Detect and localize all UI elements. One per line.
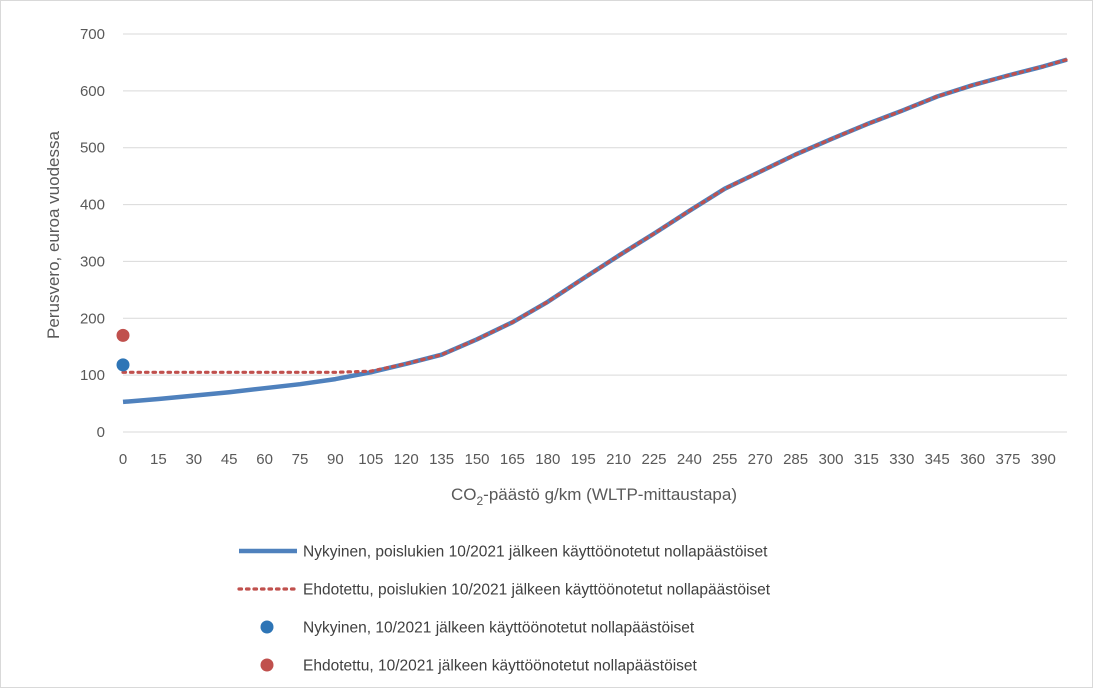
y-tick-label-700: 700 [80, 26, 105, 43]
series-0-line [122, 57, 1068, 405]
x-tick-label-300: 300 [818, 451, 843, 468]
legend-label-2: Nykyinen, 10/2021 jälkeen käyttöönotetut… [303, 620, 695, 637]
x-tick-label-330: 330 [889, 451, 914, 468]
y-tick-label-200: 200 [80, 310, 105, 327]
legend-label-3: Ehdotettu, 10/2021 jälkeen käyttöönotetu… [303, 658, 698, 675]
legend-marker-3 [260, 658, 274, 672]
y-axis-title: Perusvero, euroa vuodessa [44, 131, 63, 339]
y-tick-label-600: 600 [80, 83, 105, 100]
x-axis-title: CO2-päästö g/km (WLTP-mittaustapa) [451, 485, 737, 508]
series-2-point-0 [116, 358, 130, 372]
x-tick-label-270: 270 [748, 451, 773, 468]
y-tick-label-500: 500 [80, 140, 105, 157]
x-tick-label-255: 255 [712, 451, 737, 468]
x-tick-label-165: 165 [500, 451, 525, 468]
legend-label-0: Nykyinen, poislukien 10/2021 jälkeen käy… [303, 544, 768, 561]
legend-marker-2 [260, 620, 274, 634]
legend-label-1: Ehdotettu, poislukien 10/2021 jälkeen kä… [303, 582, 771, 599]
x-tick-label-75: 75 [292, 451, 309, 468]
gridlines [123, 33, 1067, 433]
x-tick-label-225: 225 [641, 451, 666, 468]
y-tick-label-400: 400 [80, 197, 105, 214]
x-tick-label-120: 120 [394, 451, 419, 468]
x-tick-label-390: 390 [1031, 451, 1056, 468]
x-tick-label-210: 210 [606, 451, 631, 468]
x-tick-label-375: 375 [995, 451, 1020, 468]
x-tick-label-285: 285 [783, 451, 808, 468]
x-tick-label-315: 315 [854, 451, 879, 468]
x-tick-label-90: 90 [327, 451, 344, 468]
y-tick-labels: 0 100 200 300 400 500 600 700 [80, 26, 105, 441]
x-tick-label-240: 240 [677, 451, 702, 468]
y-tick-label-300: 300 [80, 253, 105, 270]
x-tick-label-0: 0 [119, 451, 127, 468]
x-tick-label-345: 345 [925, 451, 950, 468]
x-tick-label-360: 360 [960, 451, 985, 468]
series-1-line [121, 57, 1069, 374]
x-tick-labels: 0 15 30 45 60 75 90 105 120 135 150 165 180 195 210 225… [119, 451, 1056, 468]
x-tick-label-150: 150 [464, 451, 489, 468]
y-tick-label-100: 100 [80, 367, 105, 384]
x-tick-label-60: 60 [256, 451, 273, 468]
x-tick-label-30: 30 [185, 451, 202, 468]
x-tick-label-135: 135 [429, 451, 454, 468]
x-tick-label-180: 180 [535, 451, 560, 468]
x-tick-label-15: 15 [150, 451, 167, 468]
x-tick-label-105: 105 [358, 451, 383, 468]
series-3-point-0 [116, 328, 130, 342]
x-tick-label-45: 45 [221, 451, 238, 468]
x-tick-label-195: 195 [571, 451, 596, 468]
y-tick-label-0: 0 [97, 424, 105, 441]
legend: Nykyinen, poislukien 10/2021 jälkeen käy… [237, 544, 771, 675]
plot-area [116, 57, 1069, 405]
